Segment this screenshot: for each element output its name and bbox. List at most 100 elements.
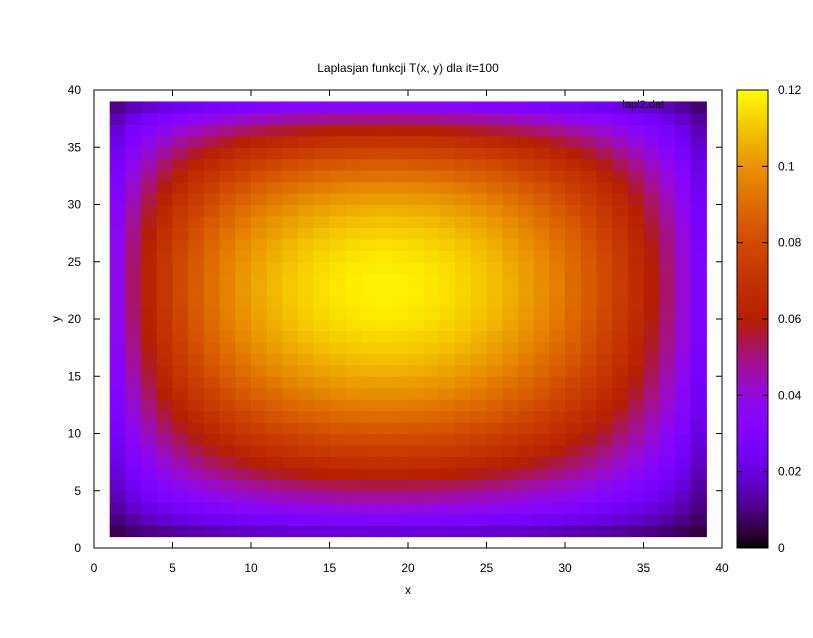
heatmap-cell <box>643 215 660 228</box>
heatmap-cell <box>156 376 174 389</box>
heatmap-cell <box>486 444 503 457</box>
heatmap-cell <box>235 158 252 171</box>
heatmap-cell <box>156 204 174 217</box>
heatmap-cell <box>392 124 409 137</box>
heatmap-cell <box>674 261 692 274</box>
heatmap-cell <box>188 376 205 389</box>
heatmap-cell <box>690 479 707 492</box>
heatmap-cell <box>659 456 676 469</box>
heatmap-cell <box>235 181 252 194</box>
heatmap-cell <box>612 387 629 400</box>
heatmap-cell <box>580 273 597 286</box>
heatmap-cell <box>690 490 707 503</box>
x-tick-label: 10 <box>244 561 258 575</box>
heatmap-cell <box>674 456 692 469</box>
heatmap-cell <box>439 273 456 286</box>
heatmap-cell <box>345 296 362 309</box>
heatmap-cell <box>517 467 535 480</box>
heatmap-cell <box>188 364 205 377</box>
heatmap-cell <box>109 296 126 309</box>
heatmap-cell <box>486 238 503 251</box>
heatmap-cell <box>109 158 126 171</box>
heatmap-cell <box>549 353 566 366</box>
heatmap-cell <box>486 456 503 469</box>
heatmap-cell <box>266 284 283 297</box>
heatmap-cell <box>486 490 503 503</box>
heatmap-cell <box>408 158 425 171</box>
heatmap-cell <box>612 284 629 297</box>
heatmap-cell <box>486 376 503 389</box>
y-tick-label: 25 <box>68 255 82 269</box>
heatmap-cell <box>251 422 268 435</box>
heatmap-cell <box>141 502 158 515</box>
heatmap-cell <box>423 387 440 400</box>
heatmap-cell <box>125 525 142 538</box>
heatmap-cell <box>298 238 315 251</box>
heatmap-cell <box>172 456 189 469</box>
heatmap-cell <box>486 353 503 366</box>
heatmap-cell <box>423 330 440 343</box>
heatmap-cell <box>580 341 597 354</box>
heatmap-cell <box>502 307 519 320</box>
heatmap-cell <box>580 238 597 251</box>
heatmap-cell <box>408 422 425 435</box>
heatmap-cell <box>376 135 393 148</box>
heatmap-cell <box>360 101 378 114</box>
heatmap-cell <box>282 444 299 457</box>
heatmap-cell <box>502 238 519 251</box>
heatmap-cell <box>376 204 393 217</box>
heatmap-cell <box>172 135 189 148</box>
heatmap-cell <box>470 399 488 412</box>
heatmap-cell <box>141 112 158 125</box>
heatmap-cell <box>408 479 425 492</box>
heatmap-cell <box>360 273 378 286</box>
heatmap-cell <box>423 319 440 332</box>
heatmap-cell <box>345 422 362 435</box>
heatmap-cell <box>502 227 519 240</box>
heatmap-cell <box>235 399 252 412</box>
heatmap-cell <box>251 410 268 423</box>
heatmap-cell <box>156 490 174 503</box>
heatmap-cell <box>172 215 189 228</box>
heatmap-cell <box>313 502 331 515</box>
heatmap-cell <box>643 204 660 217</box>
heatmap-cell <box>203 502 221 515</box>
heatmap-cell <box>517 513 535 526</box>
heatmap-cell <box>517 284 535 297</box>
heatmap-cell <box>266 330 283 343</box>
heatmap-cell <box>156 525 174 538</box>
heatmap-cell <box>172 433 189 446</box>
colorbar-tick-label: 0.04 <box>778 388 802 402</box>
heatmap-cell <box>203 273 221 286</box>
heatmap-cell <box>345 502 362 515</box>
y-tick-label: 0 <box>74 541 81 555</box>
heatmap-cell <box>266 296 283 309</box>
heatmap-cell <box>345 170 362 183</box>
heatmap-cell <box>659 364 676 377</box>
heatmap-cell <box>360 124 378 137</box>
heatmap-cell <box>502 112 519 125</box>
heatmap-cell <box>125 250 142 263</box>
heatmap-cell <box>251 227 268 240</box>
heatmap-cell <box>329 353 346 366</box>
heatmap-cell <box>251 170 268 183</box>
heatmap-cell <box>486 410 503 423</box>
heatmap-cell <box>439 158 456 171</box>
heatmap-cell <box>219 215 236 228</box>
heatmap-cell <box>690 525 707 538</box>
heatmap-cell <box>266 444 283 457</box>
heatmap-cell <box>502 467 519 480</box>
heatmap-cell <box>313 261 331 274</box>
heatmap-cell <box>392 330 409 343</box>
heatmap-cell <box>408 330 425 343</box>
heatmap-cell <box>565 467 582 480</box>
heatmap-cell <box>674 135 692 148</box>
heatmap-cell <box>392 341 409 354</box>
heatmap-cell <box>659 296 676 309</box>
heatmap-cell <box>486 158 503 171</box>
heatmap-cell <box>486 502 503 515</box>
heatmap-cell <box>219 307 236 320</box>
heatmap-cell <box>439 319 456 332</box>
heatmap-cell <box>502 341 519 354</box>
